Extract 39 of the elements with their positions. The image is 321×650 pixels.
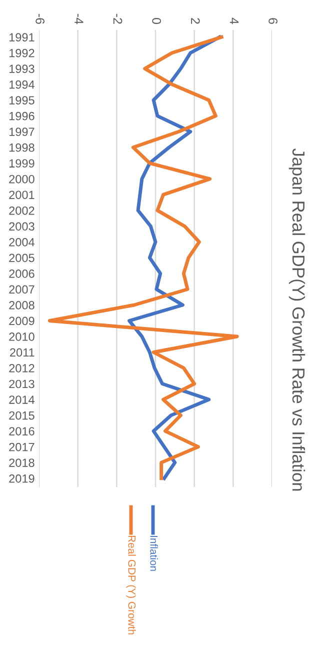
y-tick-label: 2002 bbox=[9, 206, 34, 215]
x-tick-label: 2 bbox=[191, 18, 200, 24]
y-tick-label: 2007 bbox=[9, 285, 34, 294]
y-tick-label: 1997 bbox=[9, 128, 34, 136]
y-tick-label: 2011 bbox=[10, 348, 34, 357]
x-tick-label: -2 bbox=[113, 14, 122, 24]
y-tick-label: 2004 bbox=[9, 238, 34, 246]
y-tick-label: 1993 bbox=[9, 64, 34, 74]
y-tick-label: 1998 bbox=[9, 143, 34, 152]
y-tick-label: 2016 bbox=[9, 427, 34, 436]
y-tick-label: 2003 bbox=[9, 222, 34, 231]
y-tick-label: 2008 bbox=[9, 301, 34, 310]
text: Inflation bbox=[150, 536, 158, 571]
y-tick-label: 2018 bbox=[9, 458, 34, 467]
y-tick-label: 2015 bbox=[9, 411, 34, 420]
y-tick-label: 2014 bbox=[9, 396, 34, 404]
text: Japan Real GDP(Y) Growth Rate vs Inflation bbox=[288, 148, 306, 491]
y-tick-label: 2012 bbox=[9, 364, 34, 372]
y-tick-label: 2019 bbox=[9, 474, 34, 483]
x-tick-label: -4 bbox=[74, 14, 84, 24]
x-tick-label: 4 bbox=[230, 18, 239, 24]
y-tick-label: 1996 bbox=[9, 112, 34, 120]
x-tick-label: 6 bbox=[268, 18, 278, 24]
y-tick-label: 1999 bbox=[9, 159, 34, 168]
y-tick-label: 1991 bbox=[9, 33, 34, 42]
y-tick-label: 2010 bbox=[9, 332, 34, 341]
text: Real GDP (Y) Growth bbox=[126, 536, 136, 634]
y-tick-label: 1994 bbox=[9, 80, 34, 89]
y-tick-label: 2000 bbox=[9, 174, 34, 184]
y-tick-label: 2001 bbox=[9, 190, 34, 200]
y-tick-label: 2005 bbox=[9, 254, 34, 262]
y-tick-label: 2009 bbox=[9, 316, 34, 326]
y-tick-label: 2017 bbox=[9, 442, 34, 452]
y-tick-label: 2006 bbox=[9, 270, 34, 278]
x-tick-label: 0 bbox=[152, 18, 161, 24]
y-tick-label: 1995 bbox=[9, 96, 34, 105]
y-tick-label: 1992 bbox=[9, 48, 34, 58]
x-tick-label: -6 bbox=[36, 14, 44, 24]
y-tick-label: 2013 bbox=[9, 380, 34, 388]
